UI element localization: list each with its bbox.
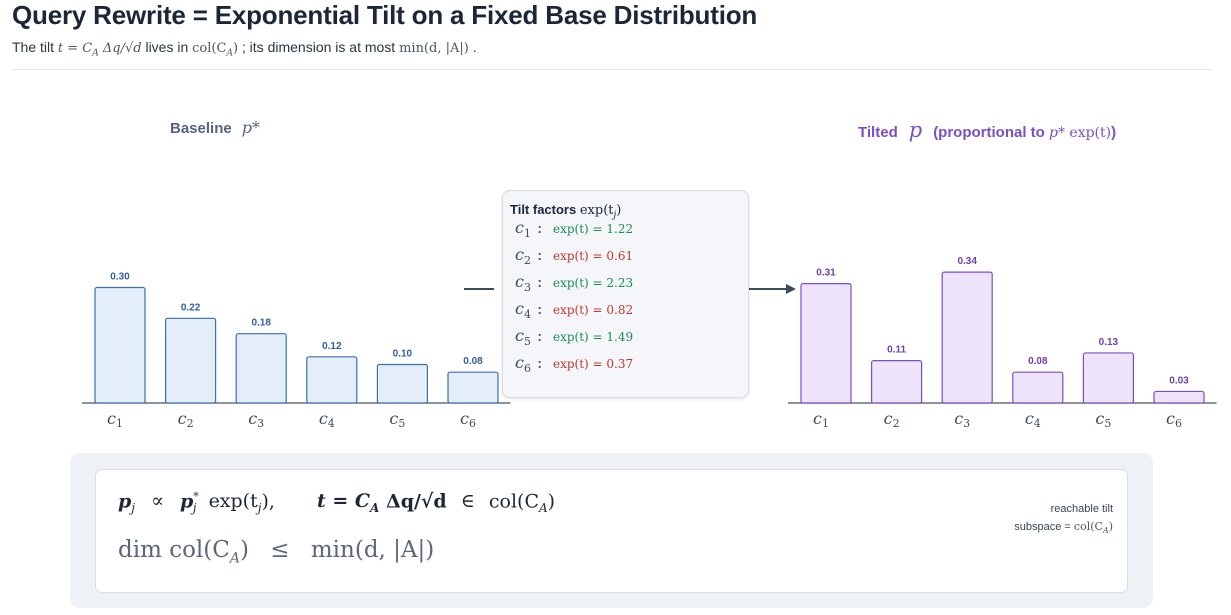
baseline-tick-label: c5 bbox=[389, 409, 405, 430]
subtitle-math-1: t = CA Δq/√d bbox=[57, 41, 142, 59]
tilt-factor-row: c6: exp(t) = 0.37 bbox=[515, 353, 634, 376]
tilted-tick-label: c3 bbox=[954, 409, 970, 430]
subtitle-text-2: lives in bbox=[145, 39, 193, 55]
tilted-value-label: 0.34 bbox=[957, 256, 977, 267]
baseline-bar bbox=[165, 317, 217, 404]
baseline-tick-label: c4 bbox=[319, 409, 335, 430]
tilt-factor-category: c4: bbox=[515, 299, 543, 322]
baseline-value-label: 0.22 bbox=[181, 302, 201, 313]
subtitle-text-3: ; its dimension is at most bbox=[241, 39, 400, 55]
subtitle-text-4: . bbox=[472, 39, 477, 55]
tilted-tick-label: c6 bbox=[1166, 409, 1182, 430]
tilted-tick-label: c1 bbox=[813, 409, 829, 430]
tilt-factor-value: exp(t) = 1.22 bbox=[553, 222, 634, 236]
tilt-factor-value: exp(t) = 1.49 bbox=[553, 330, 634, 344]
subtitle-math-3: min(d, |A|) bbox=[399, 41, 469, 56]
baseline-value-label: 0.10 bbox=[393, 349, 413, 360]
tilt-factor-value: exp(t) = 0.61 bbox=[553, 249, 634, 263]
formula-panel: pj ∝ p*j exp(tj), t = CA Δq/√d ∈ col(CA)… bbox=[70, 453, 1153, 608]
tilt-factors-title: Tilt factors exp(tj) bbox=[510, 202, 622, 221]
subtitle-math-2: col(CA) bbox=[192, 41, 239, 59]
tilted-bar bbox=[870, 360, 923, 404]
tilted-bar bbox=[1012, 371, 1064, 404]
baseline-value-label: 0.30 bbox=[110, 272, 130, 283]
header: Query Rewrite = Exponential Tilt on a Fi… bbox=[12, 0, 1212, 63]
tilt-factor-category: c2: bbox=[515, 245, 543, 268]
tilt-formula: pj ∝ p*j exp(tj), t = CA Δq/√d ∈ col(CA) bbox=[118, 490, 556, 516]
tilt-factor-value: exp(t) = 0.37 bbox=[553, 357, 634, 371]
formula-card: pj ∝ p*j exp(tj), t = CA Δq/√d ∈ col(CA)… bbox=[95, 469, 1128, 593]
baseline-value-label: 0.08 bbox=[463, 356, 483, 367]
tilt-factor-category: c6: bbox=[515, 353, 543, 376]
baseline-chart: 0.30 c1 0.22 c2 0.18 c3 0.12 c4 0.10 c5 0.08 c6 bbox=[82, 272, 511, 430]
baseline-panel-title: Baseline p* bbox=[170, 118, 260, 137]
page-title: Query Rewrite = Exponential Tilt on a Fi… bbox=[12, 0, 758, 30]
baseline-bar bbox=[94, 286, 146, 404]
tilted-bar bbox=[941, 271, 993, 404]
tilted-value-label: 0.03 bbox=[1169, 375, 1189, 386]
tilt-factor-row: c1: exp(t) = 1.22 bbox=[515, 218, 634, 241]
dimension-bound: dim col(CA) ≤ min(d, |A|) bbox=[118, 537, 435, 567]
tilted-chart: 0.31 c1 0.11 c2 0.34 c3 0.08 c4 0.13 c5 0.03 c6 bbox=[788, 256, 1217, 430]
tilted-value-label: 0.11 bbox=[887, 345, 906, 356]
tilt-factor-row: c3: exp(t) = 2.23 bbox=[515, 272, 634, 295]
tilted-tick-label: c5 bbox=[1095, 409, 1111, 430]
tilted-value-label: 0.08 bbox=[1028, 356, 1048, 367]
baseline-bar bbox=[235, 333, 287, 404]
baseline-bar bbox=[447, 371, 499, 404]
tilted-bar bbox=[1082, 352, 1135, 404]
tilt-factor-category: c3: bbox=[515, 272, 543, 295]
tilt-factor-row: c2: exp(t) = 0.61 bbox=[515, 245, 634, 268]
tilt-factor-category: c1: bbox=[515, 218, 543, 241]
baseline-tick-label: c3 bbox=[248, 409, 264, 430]
tilted-value-label: 0.31 bbox=[816, 268, 836, 279]
header-divider bbox=[12, 69, 1212, 70]
tilted-value-label: 0.13 bbox=[1099, 337, 1119, 348]
baseline-value-label: 0.18 bbox=[251, 318, 271, 329]
tilted-bar bbox=[1153, 390, 1205, 404]
baseline-tick-label: c1 bbox=[107, 409, 123, 430]
tilted-tick-label: c2 bbox=[884, 409, 900, 430]
tilted-tick-label: c4 bbox=[1025, 409, 1041, 430]
reachable-subspace-note: reachable tilt subspace = col(CA) bbox=[1014, 503, 1113, 536]
baseline-bar bbox=[306, 356, 358, 404]
baseline-value-label: 0.12 bbox=[322, 341, 342, 352]
tilt-factor-category: c5: bbox=[515, 326, 543, 349]
page-subtitle: The tilt t = CA Δq/√d lives in col(CA) ;… bbox=[12, 38, 1212, 63]
tilt-factor-row: c5: exp(t) = 1.49 bbox=[515, 326, 634, 349]
tilt-factor-value: exp(t) = 2.23 bbox=[553, 276, 634, 290]
tilted-bar bbox=[800, 283, 852, 404]
baseline-tick-label: c2 bbox=[178, 409, 194, 430]
tilt-factor-row: c4: exp(t) = 0.82 bbox=[515, 299, 634, 322]
tilt-factor-value: exp(t) = 0.82 bbox=[553, 303, 634, 317]
baseline-tick-label: c6 bbox=[460, 409, 476, 430]
tilted-panel-title: Tilted p (proportional to p* exp(t)) bbox=[858, 118, 1117, 142]
subtitle-text-1: The tilt bbox=[12, 39, 55, 55]
baseline-bar bbox=[376, 363, 428, 404]
tilt-factors-box: Tilt factors exp(tj) c1: exp(t) = 1.22 c2:… bbox=[502, 190, 749, 398]
